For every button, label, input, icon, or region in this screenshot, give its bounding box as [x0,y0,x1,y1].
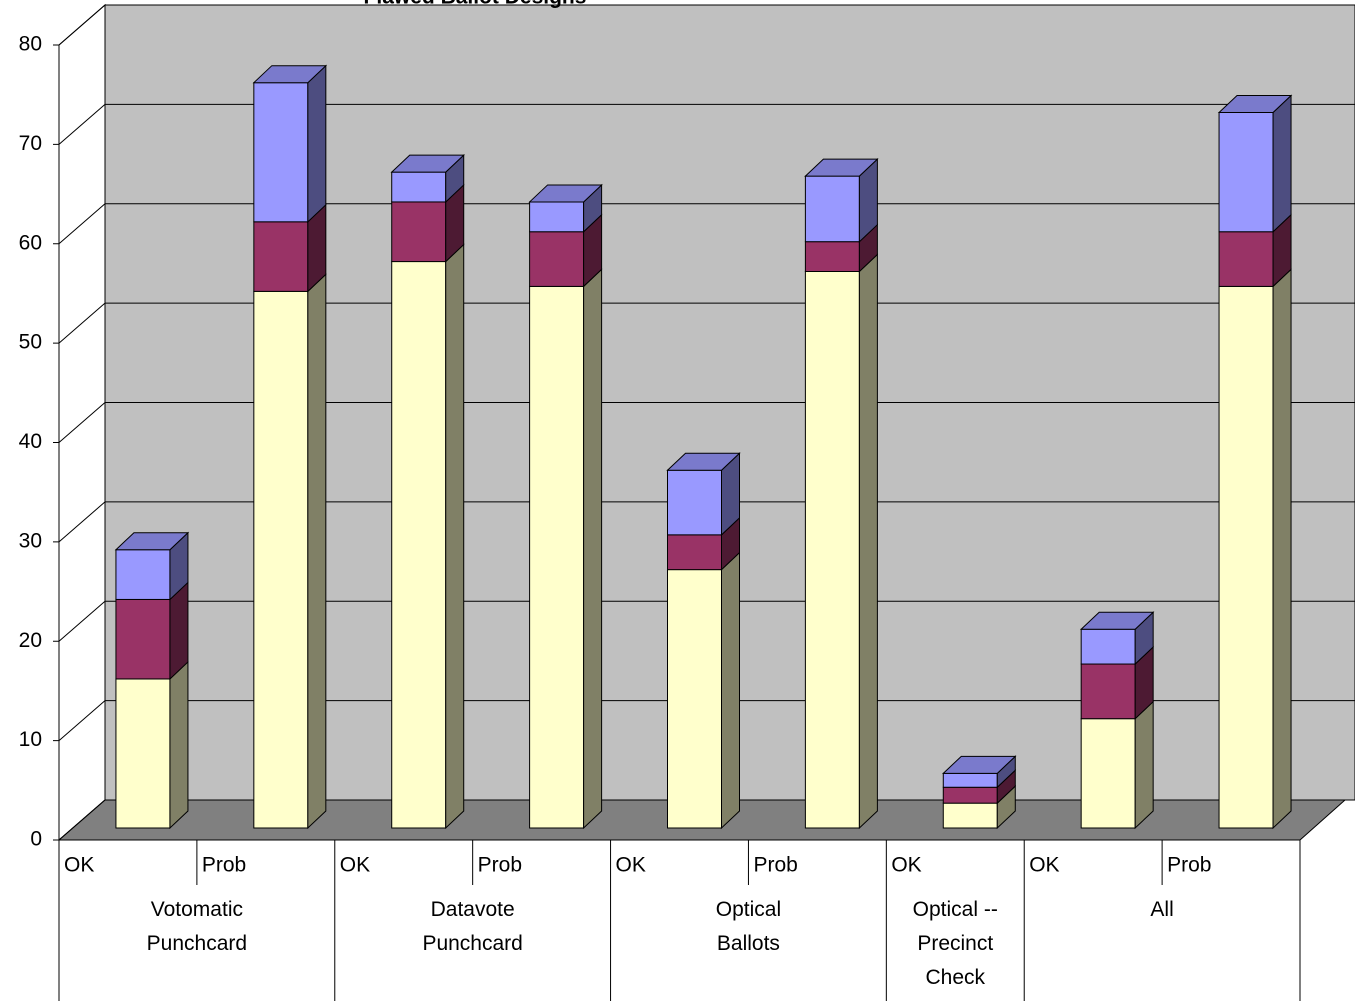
group-label-box: All [1150,898,1174,921]
bar-segment [529,201,585,233]
bar-side [307,273,327,830]
group-label-box: Datavote Punchcard [422,898,523,955]
bar-top [252,65,328,84]
y-tick-label: 40 [19,430,42,453]
bar-side [1272,268,1292,830]
bar-side [307,64,327,223]
y-tick-label: 60 [19,231,42,254]
bar-side [1134,700,1154,830]
bar-top [666,452,741,471]
grid-line [58,700,106,742]
y-tick-label: 0 [30,828,42,851]
bar-segment [1080,663,1136,720]
x-tick-label: OK [616,854,646,877]
bar-segment [804,271,860,829]
chart-title: Flawed Ballot Designs [364,0,587,9]
bar-segment [1218,285,1274,829]
bar-segment [942,802,998,829]
grid-line [58,103,106,145]
bar-segment [667,534,722,571]
bar-segment [391,171,447,203]
bar-segment [1080,628,1136,665]
x-tick-label: OK [340,854,370,877]
bar-side [1272,94,1292,233]
grid-line [58,203,106,245]
group-label: Datavote Punchcard [422,898,523,955]
bar-segment [253,221,309,292]
bar-top [942,755,1017,774]
bar-side [721,551,740,830]
x-tick-label: Prob [202,854,246,877]
bar-segment [391,201,447,263]
bar-top [1217,95,1293,113]
y-tick-label: 10 [19,728,42,751]
bar-segment [1080,718,1136,829]
bar-segment [115,678,171,829]
grid-line [58,302,106,344]
x-tick-label: Prob [1167,854,1211,877]
x-tick-label: OK [1029,854,1059,877]
group-label-box: Optical -- Precinct Check [912,898,998,989]
group-label: Votomatic Punchcard [146,898,248,955]
grid-line [58,600,106,642]
bar-segment [253,82,309,223]
grid-line [58,799,106,841]
x-tick-label: Prob [478,854,522,877]
bar-segment [1218,231,1274,287]
y-tick-label: 70 [19,132,42,155]
bar-segment [253,290,309,829]
bar-side [169,660,189,830]
bar-side [583,268,603,830]
bar-segment [804,241,860,272]
x-tick-label: Prob [753,854,797,877]
bar-segment [804,175,860,243]
group-label-box: Optical Ballots [715,898,782,955]
bar-top [390,154,465,173]
group-label: All [1150,898,1174,921]
group-label-box: Votomatic Punchcard [146,898,248,955]
bar-segment [529,231,585,287]
bar-top [114,532,190,551]
bar-segment [667,569,722,829]
group-label: Optical Ballots [715,898,782,955]
bar-top [1079,611,1155,630]
y-tick-label: 50 [19,331,42,354]
x-tick-label: OK [891,854,921,877]
bar-segment [942,772,998,788]
bar-segment [1218,112,1274,233]
y-tick-label: 20 [19,629,42,652]
bar-top [804,158,879,177]
bar-side [445,243,465,830]
grid-line [58,402,106,443]
y-tick-label: 30 [19,529,42,552]
bar-segment [942,786,998,804]
bar-segment [667,469,722,536]
bar-top [528,184,603,203]
bar-segment [115,549,171,600]
grid-line [58,501,106,543]
y-tick-label: 80 [19,33,42,56]
group-label: Optical -- Precinct Check [912,898,998,989]
bar-side [858,253,878,830]
bar-segment [391,261,447,829]
grid-line [58,4,106,46]
x-tick-label: OK [64,854,94,877]
bar-segment [115,598,171,680]
bar-segment [529,285,585,829]
